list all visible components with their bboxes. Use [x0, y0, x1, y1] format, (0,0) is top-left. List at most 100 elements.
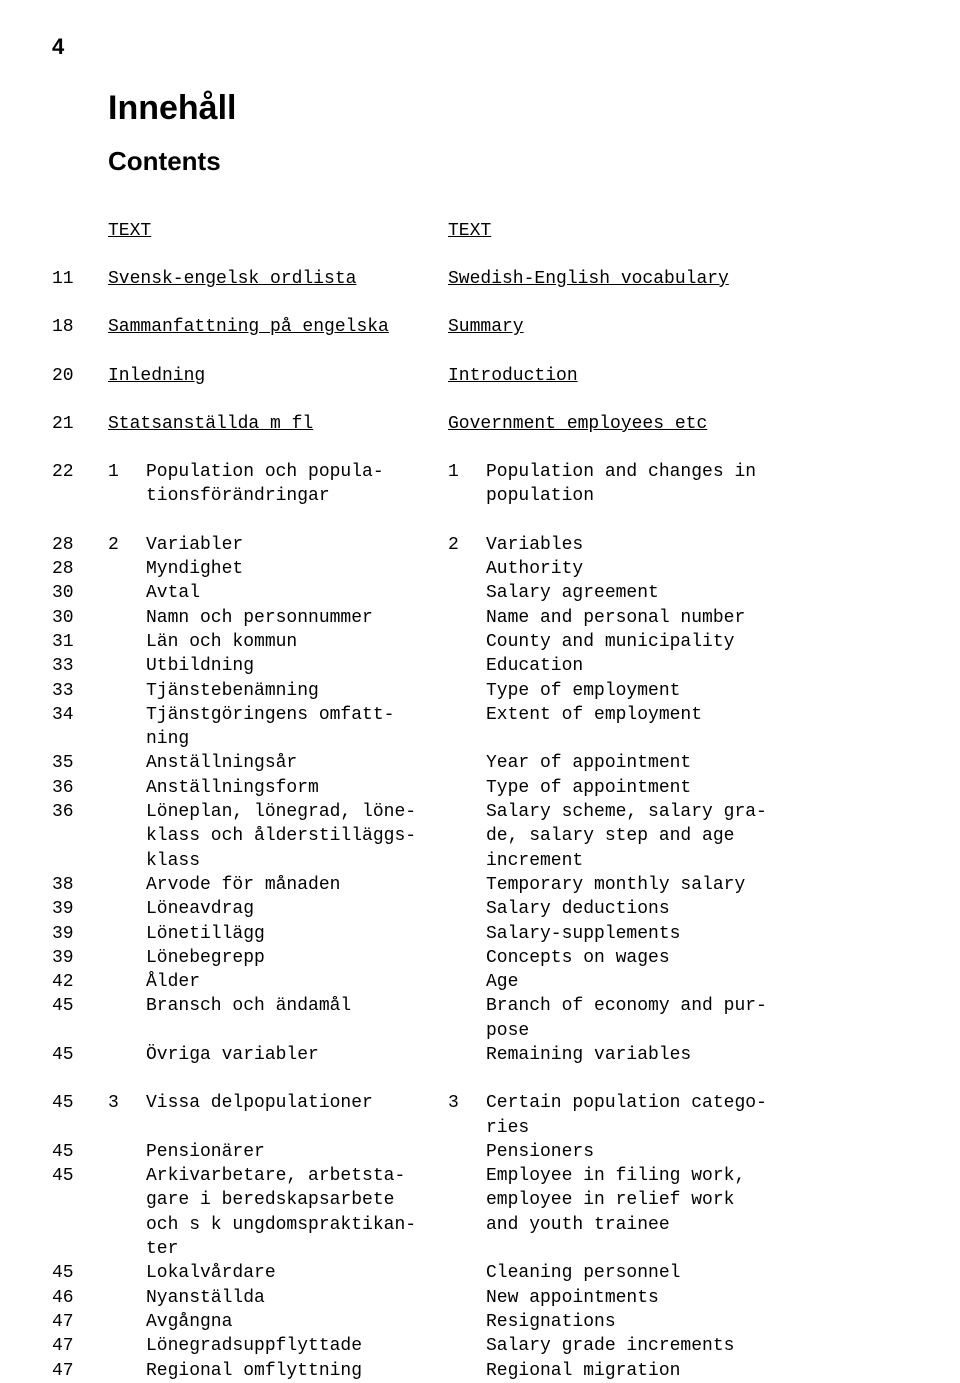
section-3-subpopulations: 45 4545 4546474747 3Vissa delpopulatione… [108, 1091, 888, 1383]
page-ref: 45 [52, 1043, 108, 1067]
page-ref: 18 [52, 315, 108, 339]
swedish-text: Län och kommun [146, 630, 448, 654]
swedish-text: Statsanställda m fl [108, 414, 313, 434]
page-ref [52, 849, 108, 873]
swedish-text: Tjänstebenämning [146, 679, 448, 703]
english-text: Type of employment [486, 679, 888, 703]
english-text: Salary agreement [486, 581, 888, 605]
section-number: 3 [108, 1091, 146, 1115]
english-text: Employee in filing work, [486, 1164, 888, 1188]
english-text: New appointments [486, 1286, 888, 1310]
swedish-text: Lönebegrepp [146, 946, 448, 970]
swedish-text [146, 1116, 448, 1140]
english-text: de, salary step and age [486, 824, 888, 848]
toc-row: 18Sammanfattning på engelskaSummary [108, 315, 888, 339]
swedish-text: och s k ungdomspraktikan- [146, 1213, 448, 1237]
page-number: 4 [52, 32, 888, 62]
heading-english: Contents [108, 144, 888, 179]
page-ref: 47 [52, 1359, 108, 1383]
page-ref: 20 [52, 364, 108, 388]
page-ref: 30 [52, 606, 108, 630]
page-ref [52, 1237, 108, 1261]
section-2-variables: 2828303031333334 353636 383939394245 45 … [108, 533, 888, 1068]
page-ref: 45 [52, 1164, 108, 1188]
swedish-text [146, 1019, 448, 1043]
english-text: Pensioners [486, 1140, 888, 1164]
swedish-text: Variabler [146, 533, 448, 557]
section-number: 2 [448, 533, 486, 557]
toc-row: 11Svensk-engelsk ordlistaSwedish-English… [108, 267, 888, 291]
english-text: County and municipality [486, 630, 888, 654]
page-ref [52, 727, 108, 751]
english-text: Salary-supplements [486, 922, 888, 946]
swedish-text: Anställningsform [146, 776, 448, 800]
swedish-text: Lönegradsuppflyttade [146, 1334, 448, 1358]
page-ref: 34 [52, 703, 108, 727]
page-ref: 38 [52, 873, 108, 897]
swedish-text: Inledning [108, 366, 205, 386]
page-ref: 46 [52, 1286, 108, 1310]
swedish-text: Bransch och ändamål [146, 994, 448, 1018]
english-text: Salary scheme, salary gra- [486, 800, 888, 824]
page-ref: 45 [52, 1140, 108, 1164]
section-rows: 11Svensk-engelsk ordlistaSwedish-English… [108, 267, 888, 436]
swedish-text: Arkivarbetare, arbetsta- [146, 1164, 448, 1188]
page-ref: 11 [52, 267, 108, 291]
english-text: Certain population catego- [486, 1091, 888, 1115]
page-ref: 39 [52, 897, 108, 921]
english-text: Authority [486, 557, 888, 581]
section-number: 3 [448, 1091, 486, 1115]
english-text: Remaining variables [486, 1043, 888, 1067]
swedish-text: Löneavdrag [146, 897, 448, 921]
english-text: Introduction [448, 366, 578, 386]
page-ref: 36 [52, 776, 108, 800]
page-ref: 45 [52, 994, 108, 1018]
page-ref [52, 824, 108, 848]
page-ref: 33 [52, 654, 108, 678]
english-text: Swedish-English vocabulary [448, 269, 729, 289]
english-text: Government employees etc [448, 414, 707, 434]
page-ref [52, 1188, 108, 1212]
english-text: Temporary monthly salary [486, 873, 888, 897]
english-text: Cleaning personnel [486, 1261, 888, 1285]
swedish-text: Avtal [146, 581, 448, 605]
swedish-text: Vissa delpopulationer [146, 1091, 448, 1115]
page-ref: 45 [52, 1091, 108, 1115]
page-ref: 28 [52, 533, 108, 557]
swedish-text: Utbildning [146, 654, 448, 678]
english-text: Education [486, 654, 888, 678]
english-text: Type of appointment [486, 776, 888, 800]
english-text: Name and personal number [486, 606, 888, 630]
swedish-text: Population och popula-tionsförändringar [146, 460, 448, 509]
english-text: pose [486, 1019, 888, 1043]
page-ref: 22 [52, 460, 108, 509]
page-ref: 30 [52, 581, 108, 605]
section-1-population: 22 1 Population och popula-tionsförändri… [108, 460, 888, 509]
english-text: employee in relief work [486, 1188, 888, 1212]
heading-swedish: Innehåll [108, 86, 888, 132]
page-ref [52, 1019, 108, 1043]
swedish-text: gare i beredskapsarbete [146, 1188, 448, 1212]
english-text: and youth trainee [486, 1213, 888, 1237]
toc-row: 21Statsanställda m flGovernment employee… [108, 412, 888, 436]
page-ref [52, 1213, 108, 1237]
page-ref: 21 [52, 412, 108, 436]
page-ref [52, 1116, 108, 1140]
page-ref: 28 [52, 557, 108, 581]
page-ref: 31 [52, 630, 108, 654]
page-ref: 47 [52, 1310, 108, 1334]
english-text: Salary grade increments [486, 1334, 888, 1358]
english-text: Year of appointment [486, 751, 888, 775]
page-ref: 39 [52, 922, 108, 946]
page-ref: 36 [52, 800, 108, 824]
swedish-text: Avgångna [146, 1310, 448, 1334]
section-number: 1 [108, 460, 146, 509]
swedish-text: Namn och personnummer [146, 606, 448, 630]
english-text: Variables [486, 533, 888, 557]
page-ref: 39 [52, 946, 108, 970]
english-text: increment [486, 849, 888, 873]
english-text: Branch of economy and pur- [486, 994, 888, 1018]
swedish-text: Ålder [146, 970, 448, 994]
english-text [486, 1237, 888, 1261]
swedish-text: Löneplan, lönegrad, löne- [146, 800, 448, 824]
